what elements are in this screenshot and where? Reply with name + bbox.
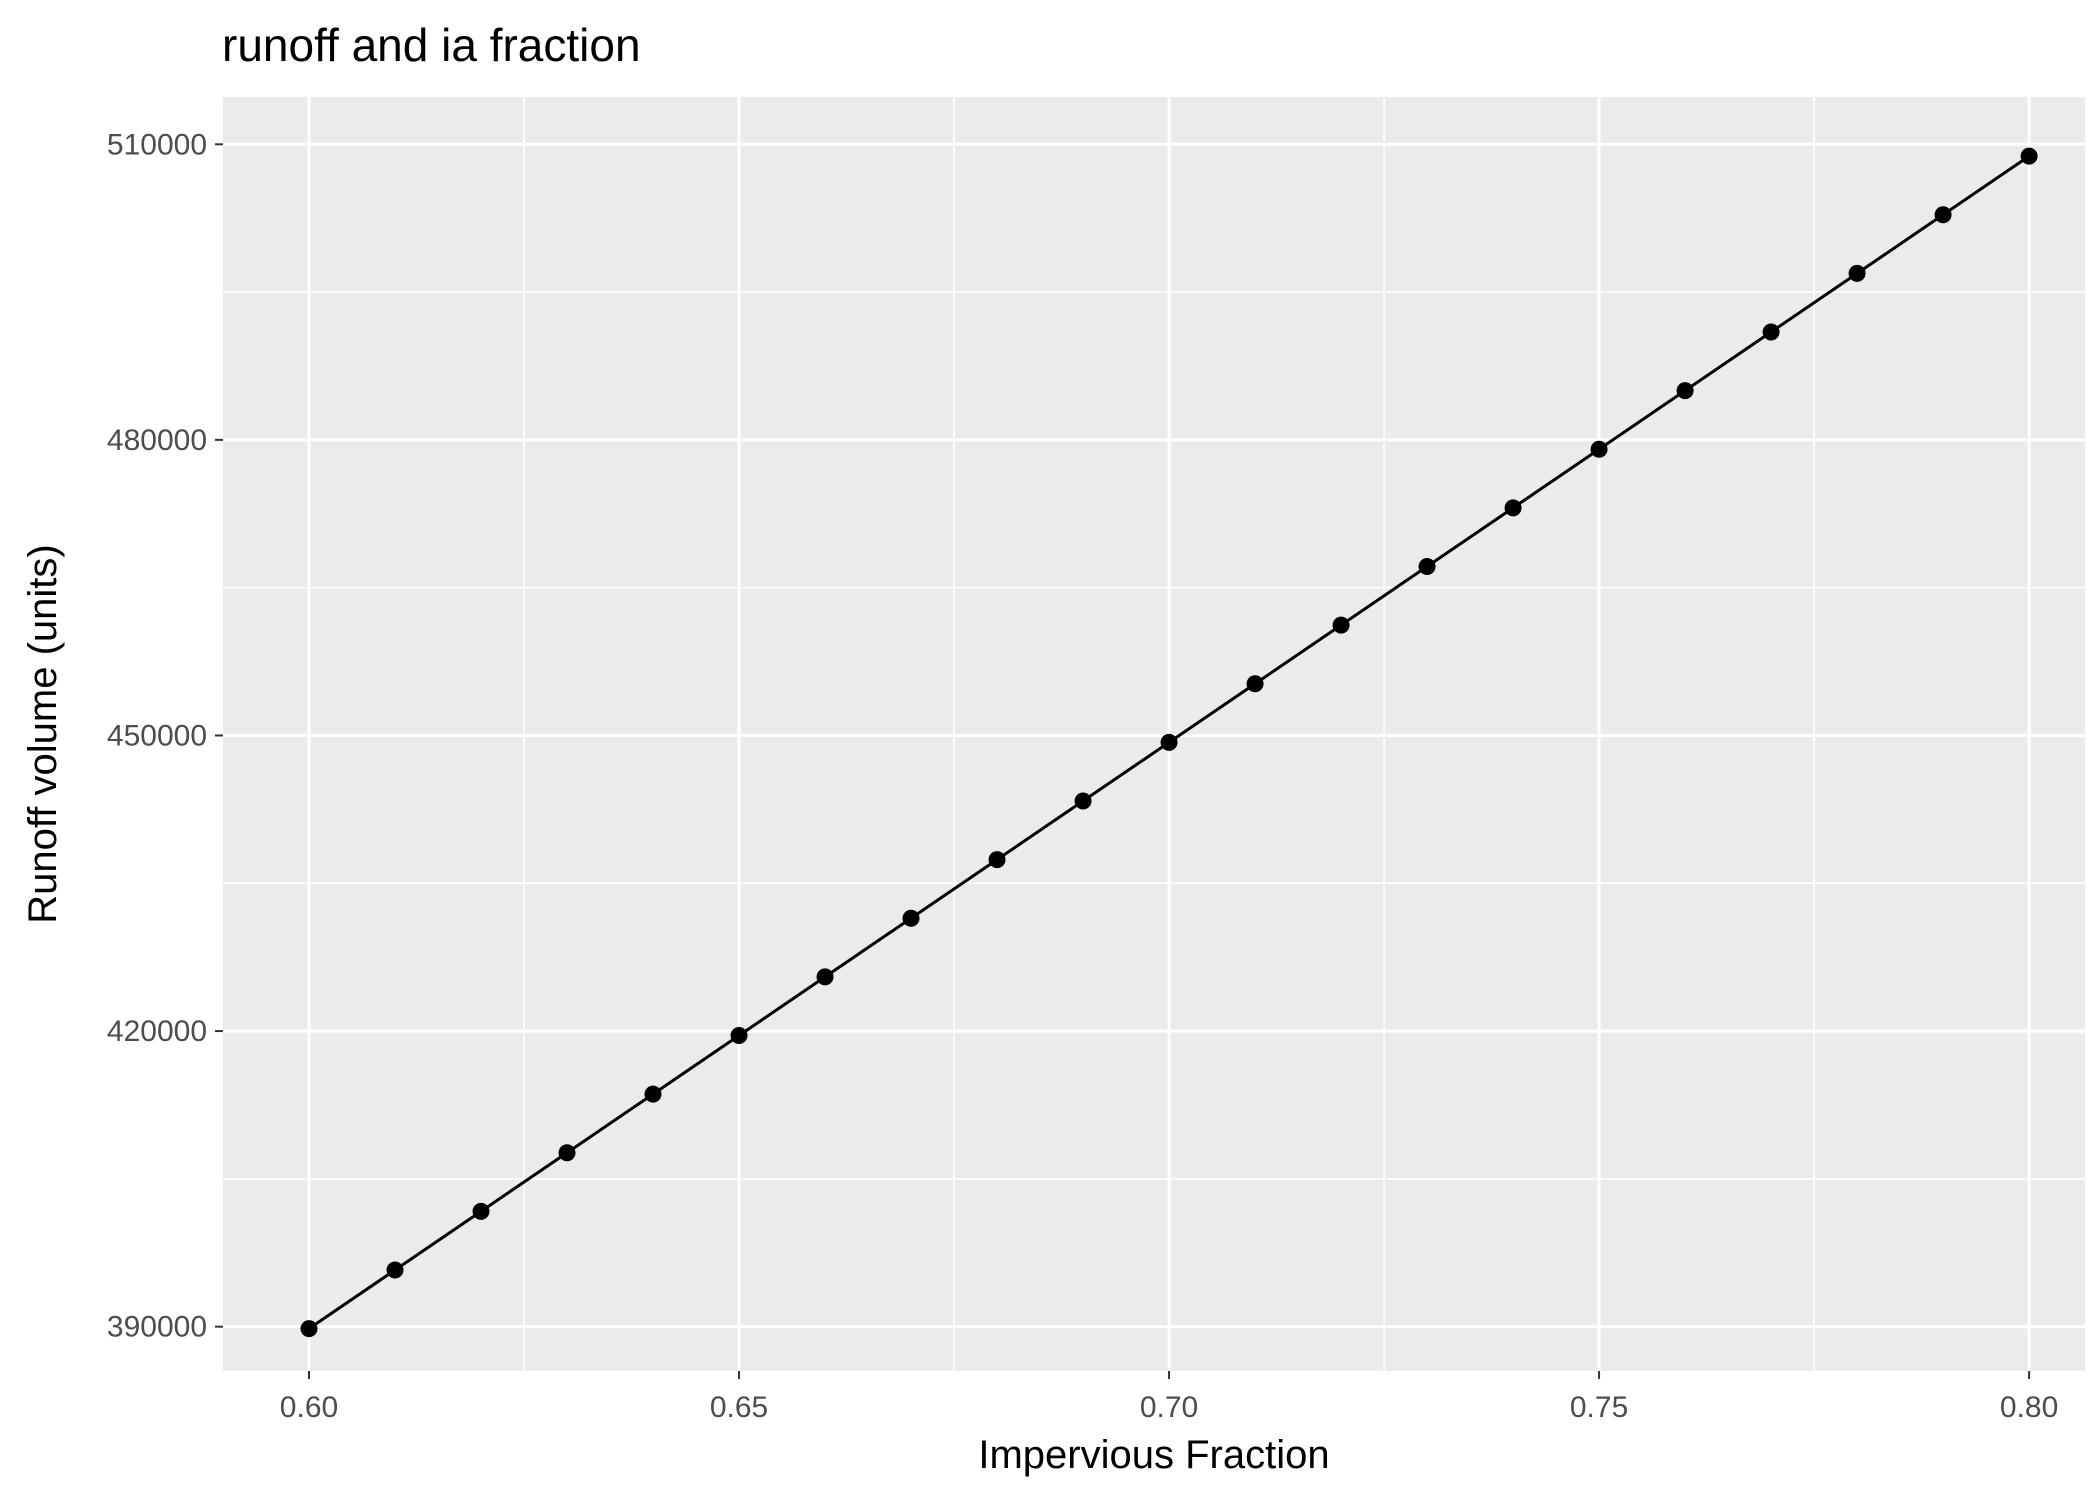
data-point bbox=[1418, 557, 1436, 575]
x-axis-ticks: 0.60 0.65 0.70 0.75 0.80 bbox=[280, 1371, 2058, 1424]
x-tick-label: 0.65 bbox=[710, 1391, 768, 1424]
data-point bbox=[1246, 675, 1264, 693]
y-axis-ticks: 390000 420000 450000 480000 510000 bbox=[107, 128, 223, 1344]
data-point bbox=[816, 968, 834, 986]
data-point bbox=[644, 1085, 662, 1103]
data-point bbox=[1160, 733, 1178, 751]
data-point bbox=[988, 851, 1006, 869]
data-point bbox=[1074, 792, 1092, 810]
x-tick-label: 0.80 bbox=[2000, 1391, 2058, 1424]
data-points bbox=[300, 147, 2038, 1338]
x-axis-title: Impervious Fraction bbox=[978, 1433, 1329, 1477]
chart-title: runoff and ia fraction bbox=[222, 19, 641, 71]
data-point bbox=[386, 1261, 404, 1279]
data-point bbox=[2020, 147, 2038, 165]
x-tick-label: 0.75 bbox=[1570, 1391, 1628, 1424]
data-point bbox=[730, 1027, 748, 1045]
y-tick-label: 480000 bbox=[107, 424, 207, 457]
data-point bbox=[558, 1144, 576, 1162]
x-tick-label: 0.60 bbox=[280, 1391, 338, 1424]
data-point bbox=[1848, 264, 1866, 282]
y-tick-label: 390000 bbox=[107, 1311, 207, 1344]
data-point bbox=[1676, 382, 1694, 400]
data-point bbox=[300, 1320, 318, 1338]
data-point bbox=[902, 909, 920, 927]
y-tick-label: 420000 bbox=[107, 1015, 207, 1048]
data-point bbox=[472, 1202, 490, 1220]
y-tick-label: 450000 bbox=[107, 719, 207, 752]
data-point bbox=[1762, 323, 1780, 341]
y-tick-label: 510000 bbox=[107, 128, 207, 161]
data-point bbox=[1934, 206, 1952, 224]
data-point bbox=[1504, 499, 1522, 517]
y-axis-title: Runoff volume (units) bbox=[21, 544, 65, 923]
data-point bbox=[1332, 616, 1350, 634]
x-tick-label: 0.70 bbox=[1140, 1391, 1198, 1424]
data-point bbox=[1590, 440, 1608, 458]
